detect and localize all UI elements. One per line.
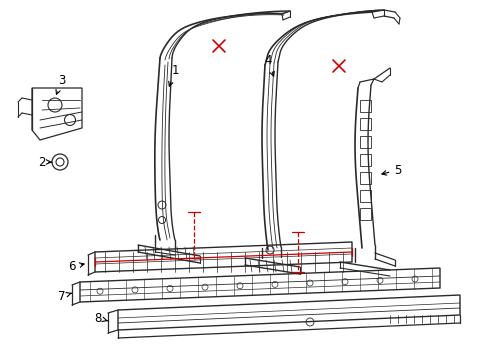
Text: 4: 4	[264, 54, 274, 76]
Text: 3: 3	[56, 73, 65, 94]
Text: 5: 5	[381, 163, 401, 176]
Text: 6: 6	[68, 261, 84, 274]
Text: 2: 2	[38, 156, 51, 168]
Text: 8: 8	[94, 311, 107, 324]
Text: 7: 7	[58, 289, 71, 302]
Text: 1: 1	[168, 63, 179, 86]
